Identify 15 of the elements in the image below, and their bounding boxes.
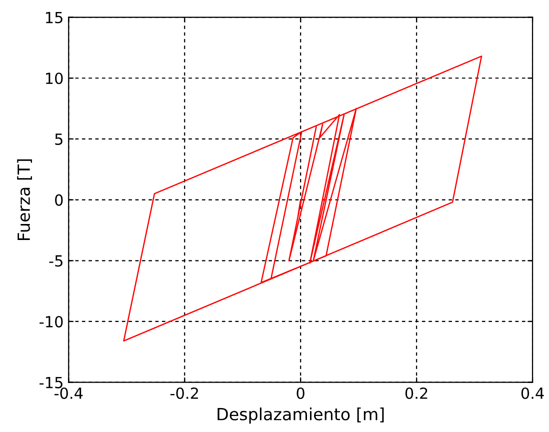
x-tick-label: 0.2 [405, 387, 428, 400]
x-tick-label: -0.2 [170, 387, 198, 400]
y-tick-label: 10 [46, 72, 63, 84]
y-tick-label: -10 [40, 316, 63, 328]
line-series [123, 56, 482, 342]
y-tick-label: 0 [55, 194, 63, 206]
x-tick-label: 0 [296, 387, 304, 400]
y-tick-label: -5 [49, 255, 62, 267]
x-axis-title: Desplazamiento [m] [218, 408, 384, 424]
y-tick-label: 15 [46, 12, 62, 24]
y-tick-label: -15 [40, 376, 62, 388]
x-tick-label: -0.4 [54, 387, 83, 400]
y-axis-title: Fuerza [T] [17, 159, 32, 240]
y-tick-label: 5 [55, 134, 62, 145]
x-tick-label: 0.4 [521, 387, 544, 400]
